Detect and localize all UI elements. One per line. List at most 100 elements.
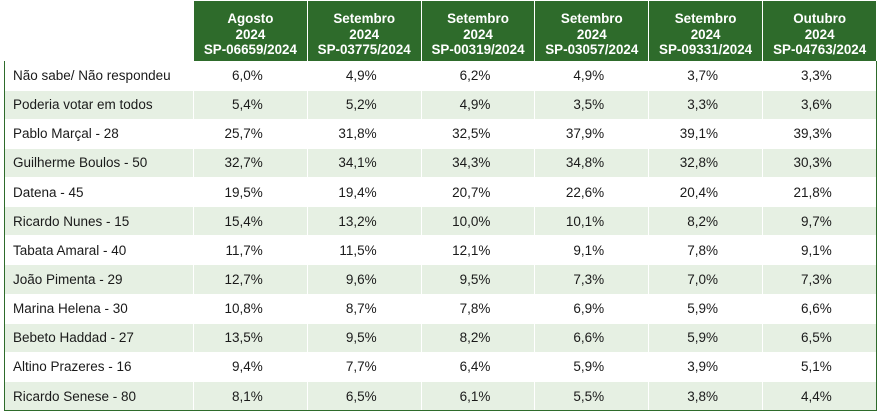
column-month: Setembro	[674, 11, 737, 26]
candidate-label: Ricardo Nunes - 15	[4, 206, 194, 236]
table-row: Altino Prazeres - 16 9,4% 7,7% 6,4% 5,9% 3,9%…	[4, 351, 877, 382]
percentage-cell: 10,1%	[534, 206, 649, 236]
candidate-label: Ricardo Senese - 80	[4, 381, 194, 412]
percentage-cell: 19,4%	[306, 177, 422, 207]
percentage-cell: 9,4%	[193, 351, 308, 382]
percentage-cell: 5,9%	[648, 293, 763, 324]
candidate-label: Pablo Marçal - 28	[4, 118, 194, 149]
percentage-cell: 32,8%	[648, 147, 763, 178]
percentage-cell: 4,9%	[420, 89, 535, 120]
percentage-cell: 8,1%	[193, 381, 308, 412]
table-header: Agosto 2024 SP-06659/2024 Setembro 2024 SP-03…	[4, 1, 877, 61]
percentage-cell: 3,8%	[648, 381, 763, 412]
percentage-cell: 7,3%	[761, 264, 877, 295]
column-year: 2024	[576, 26, 607, 42]
poll-results-table: Agosto 2024 SP-06659/2024 Setembro 2024 SP-03…	[4, 1, 877, 412]
percentage-cell: 15,4%	[193, 206, 308, 236]
percentage-cell: 11,5%	[306, 235, 422, 265]
percentage-cell: 5,9%	[534, 351, 649, 382]
percentage-cell: 34,3%	[420, 147, 535, 178]
candidate-label: Bebeto Haddad - 27	[4, 322, 194, 353]
percentage-cell: 22,6%	[534, 177, 649, 207]
percentage-cell: 13,2%	[306, 206, 422, 236]
candidate-label: Altino Prazeres - 16	[4, 351, 194, 382]
candidate-label: Datena - 45	[4, 177, 194, 207]
table-row: Não sabe/ Não respondeu 6,0% 4,9% 6,2% 4,9% 3…	[4, 60, 877, 91]
column-header-4: Setembro 2024 SP-03057/2024	[534, 1, 649, 61]
percentage-cell: 9,1%	[761, 235, 877, 265]
percentage-cell: 6,4%	[420, 351, 535, 382]
percentage-cell: 9,1%	[534, 235, 649, 265]
percentage-cell: 7,3%	[534, 264, 649, 295]
percentage-cell: 5,5%	[534, 381, 649, 412]
percentage-cell: 9,7%	[761, 206, 877, 236]
percentage-cell: 12,1%	[420, 235, 535, 265]
percentage-cell: 20,4%	[648, 177, 763, 207]
column-header-2: Setembro 2024 SP-03775/2024	[306, 1, 422, 61]
percentage-cell: 3,5%	[534, 89, 649, 120]
column-year: 2024	[804, 26, 835, 42]
percentage-cell: 3,9%	[648, 351, 763, 382]
percentage-cell: 11,7%	[193, 235, 308, 265]
table-row: Pablo Marçal - 28 25,7% 31,8% 32,5% 37,9% 39,…	[4, 118, 877, 149]
percentage-cell: 5,4%	[193, 89, 308, 120]
column-code: SP-03775/2024	[317, 42, 411, 57]
percentage-cell: 3,3%	[761, 60, 877, 91]
candidate-label: Tabata Amaral - 40	[4, 235, 194, 265]
column-year: 2024	[690, 26, 721, 42]
table-row: Poderia votar em todos 5,4% 5,2% 4,9% 3,5% 3,…	[4, 89, 877, 120]
percentage-cell: 6,5%	[306, 381, 422, 412]
percentage-cell: 8,7%	[306, 293, 422, 324]
percentage-cell: 3,6%	[761, 89, 877, 120]
column-year: 2024	[463, 26, 493, 42]
column-month: Setembro	[560, 11, 623, 26]
percentage-cell: 31,8%	[306, 118, 422, 149]
percentage-cell: 6,9%	[534, 293, 649, 324]
percentage-cell: 4,9%	[534, 60, 649, 91]
table-body: Não sabe/ Não respondeu 6,0% 4,9% 6,2% 4,9% 3…	[4, 60, 877, 412]
percentage-cell: 30,3%	[761, 147, 877, 178]
column-month: Setembro	[333, 11, 396, 26]
table-row: Datena - 45 19,5% 19,4% 20,7% 22,6% 20,4% 21,8…	[4, 177, 877, 207]
percentage-cell: 34,8%	[534, 147, 649, 178]
column-code: SP-09331/2024	[659, 42, 753, 57]
percentage-cell: 12,7%	[193, 264, 308, 295]
candidate-label: Não sabe/ Não respondeu	[4, 60, 194, 91]
table-row: Ricardo Senese - 80 8,1% 6,5% 6,1% 5,5% 3,8% 4…	[4, 381, 877, 412]
candidate-label: Marina Helena - 30	[4, 293, 194, 324]
column-month: Agosto	[227, 11, 274, 26]
percentage-cell: 5,2%	[306, 89, 422, 120]
percentage-cell: 37,9%	[534, 118, 649, 149]
candidate-label: João Pimenta - 29	[4, 264, 194, 295]
column-header-5: Setembro 2024 SP-09331/2024	[648, 1, 763, 61]
percentage-cell: 7,0%	[648, 264, 763, 295]
table-row: Marina Helena - 30 10,8% 8,7% 7,8% 6,9% 5,9% 6…	[4, 293, 877, 324]
percentage-cell: 3,3%	[648, 89, 763, 120]
column-year: 2024	[349, 26, 380, 42]
percentage-cell: 9,5%	[306, 322, 422, 353]
percentage-cell: 32,7%	[193, 147, 308, 178]
percentage-cell: 25,7%	[193, 118, 308, 149]
percentage-cell: 4,9%	[306, 60, 422, 91]
table-row: Guilherme Boulos - 50 32,7% 34,1% 34,3% 34,8…	[4, 147, 877, 178]
percentage-cell: 4,4%	[761, 381, 877, 412]
percentage-cell: 32,5%	[420, 118, 535, 149]
percentage-cell: 10,8%	[193, 293, 308, 324]
candidate-label: Guilherme Boulos - 50	[4, 147, 194, 178]
header-row: Agosto 2024 SP-06659/2024 Setembro 2024 SP-03…	[4, 1, 877, 61]
table-row: Tabata Amaral - 40 11,7% 11,5% 12,1% 9,1% 7,8…	[4, 235, 877, 265]
percentage-cell: 8,2%	[648, 206, 763, 236]
column-code: SP-06659/2024	[203, 42, 297, 57]
percentage-cell: 39,3%	[761, 118, 877, 149]
column-code: SP-00319/2024	[431, 42, 525, 57]
column-month: Outubro	[793, 11, 847, 26]
column-code: SP-03057/2024	[545, 42, 639, 57]
percentage-cell: 9,6%	[306, 264, 422, 295]
percentage-cell: 6,6%	[761, 293, 877, 324]
percentage-cell: 3,7%	[648, 60, 763, 91]
percentage-cell: 9,5%	[420, 264, 535, 295]
percentage-cell: 5,1%	[761, 351, 877, 382]
column-header-6: Outubro 2024 SP-04763/2024	[761, 1, 877, 61]
percentage-cell: 6,5%	[761, 322, 877, 353]
